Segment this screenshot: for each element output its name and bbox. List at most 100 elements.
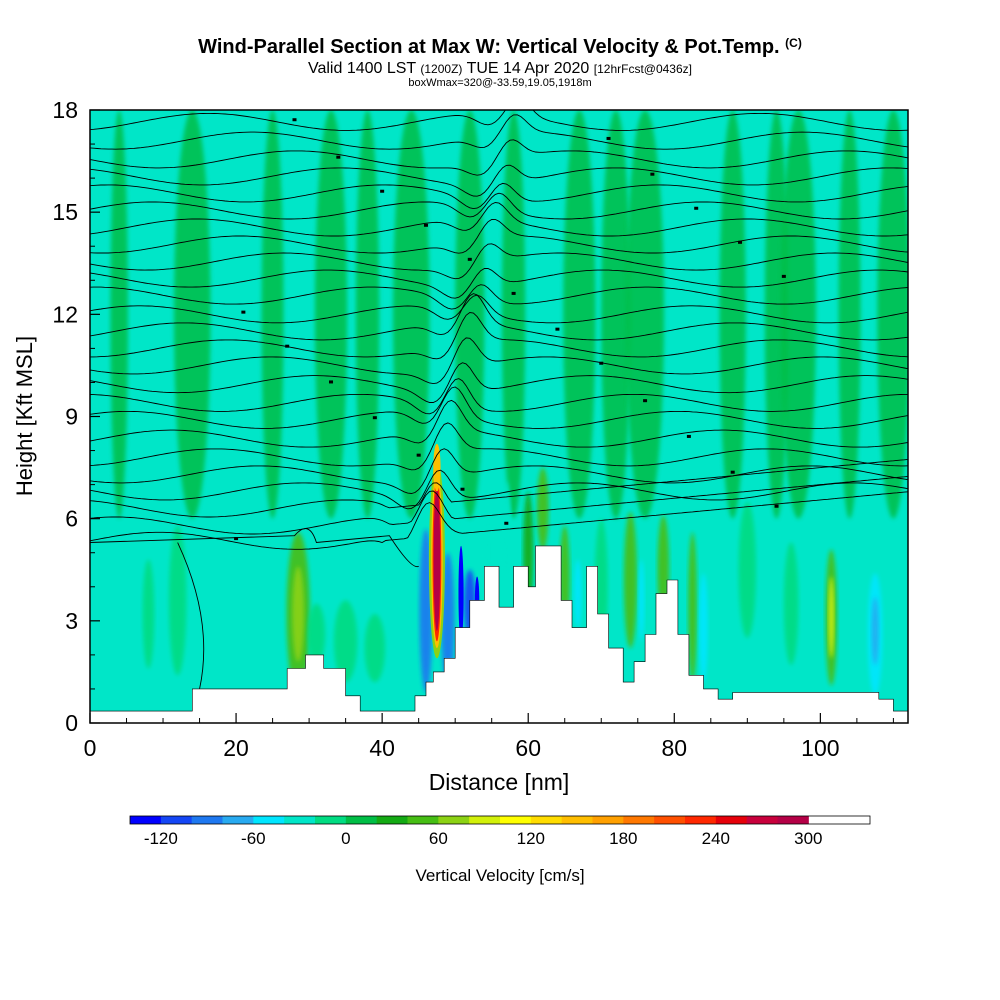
x-axis-label: Distance [nm]	[429, 769, 570, 795]
contour-label-marker	[504, 521, 509, 525]
contour-label-marker	[234, 537, 239, 541]
contour-label-marker	[467, 257, 472, 261]
colorbar-swatch	[715, 816, 748, 824]
updraft-region	[314, 110, 348, 519]
colorbar-swatch	[130, 816, 162, 824]
y-tick-label: 15	[52, 199, 78, 225]
terrain	[90, 545, 908, 723]
updraft-region	[838, 110, 861, 519]
contour-label-marker	[781, 274, 786, 278]
colorbar-tick-label: 180	[609, 829, 637, 848]
contour-label-marker	[292, 118, 297, 122]
x-tick-label: 80	[661, 735, 687, 761]
colorbar-swatch	[561, 816, 593, 824]
theta-contour	[90, 448, 908, 494]
colorbar-swatch	[746, 816, 778, 824]
colorbar-frame	[129, 815, 871, 825]
contour-label-marker	[686, 434, 691, 438]
y-tick-label: 3	[65, 608, 78, 634]
theta-contour	[90, 422, 908, 471]
colorbar-tick-label: 120	[517, 829, 545, 848]
theta-contour	[90, 284, 908, 310]
theta-contour	[177, 542, 205, 690]
contour-label-marker	[460, 487, 465, 491]
updraft-core-top	[433, 443, 441, 492]
colorbar-swatch	[253, 816, 285, 824]
velocity-cell	[364, 614, 386, 683]
contour-label-marker	[555, 327, 560, 331]
velocity-cell	[307, 603, 326, 666]
theta-contour	[90, 378, 908, 415]
contour-label-marker	[285, 344, 290, 348]
y-tick-label: 9	[65, 404, 78, 430]
colorbar-swatch	[315, 816, 347, 824]
colorbar-swatch	[530, 816, 563, 824]
colorbar: -120 -60 0 60 120 180 240 300	[129, 815, 871, 848]
colorbar-tick-label: 60	[429, 829, 448, 848]
updraft-region	[261, 110, 284, 519]
velocity-cell	[536, 467, 549, 550]
velocity-cell	[699, 573, 708, 683]
contour-label-marker	[423, 223, 428, 227]
contour-label-marker	[380, 189, 385, 193]
colorbar-swatch	[222, 816, 254, 824]
x-tick-label: 0	[84, 735, 97, 761]
velocity-cell	[688, 532, 697, 683]
contour-label-marker	[241, 310, 246, 314]
velocity-cell	[828, 576, 835, 659]
contour-label-marker	[329, 380, 334, 384]
x-tick-label: 20	[223, 735, 249, 761]
colorbar-tick-label: 300	[794, 829, 822, 848]
theta-contour	[90, 293, 908, 341]
updraft-region	[173, 110, 211, 519]
contour-label-marker	[416, 453, 421, 457]
theta-contour	[90, 469, 908, 510]
theta-contour	[90, 491, 908, 550]
theta-contour	[90, 458, 908, 518]
velocity-cell	[333, 600, 358, 683]
colorbar-tick-label: -60	[241, 829, 266, 848]
x-tick-label: 60	[515, 735, 541, 761]
contour-label-marker	[738, 240, 743, 244]
theta-contour	[90, 294, 908, 324]
subtitle-forecast: [12hrFcst@0436z]	[593, 62, 692, 76]
chart-subtitle: Valid 1400 LST (1200Z) TUE 14 Apr 2020 […	[0, 60, 1000, 78]
updraft-core	[434, 505, 440, 615]
velocity-cell	[292, 566, 304, 662]
contour-label-marker	[599, 361, 604, 365]
box-info: boxWmax=320@-33.59,19.05,1918m	[408, 77, 592, 89]
updraft-region	[563, 110, 596, 519]
velocity-cell	[738, 501, 757, 638]
contour-label-marker	[730, 470, 735, 474]
updraft-region	[780, 110, 816, 519]
y-axis: 0 3 6 9 12 15 18	[52, 97, 100, 736]
colorbar-tick-label: -120	[144, 829, 178, 848]
contour-label-marker	[511, 291, 516, 295]
theta-contour	[90, 312, 908, 360]
velocity-cell	[638, 559, 645, 642]
y-tick-label: 6	[65, 506, 78, 532]
updraft-region	[110, 110, 128, 519]
contour-label-marker	[643, 399, 648, 403]
plot-area	[90, 110, 908, 723]
theta-contour	[90, 110, 908, 131]
colorbar-swatch	[654, 816, 686, 824]
contour-label-marker	[774, 504, 779, 508]
colorbar-swatch	[500, 816, 532, 824]
colorbar-swatch	[376, 816, 408, 824]
theta-contour	[90, 475, 908, 535]
theta-contour	[90, 386, 908, 429]
colorbar-swatch	[284, 816, 316, 824]
colorbar-swatch	[407, 816, 439, 824]
y-tick-label: 18	[52, 97, 78, 123]
velocity-cell	[501, 481, 511, 584]
theta-contour	[90, 337, 908, 385]
colorbar-swatch	[777, 816, 809, 824]
subtitle-valid: Valid 1400 LST	[307, 60, 416, 77]
colorbar-swatch	[685, 816, 717, 824]
contour-label-marker	[336, 155, 341, 159]
velocity-cell	[574, 559, 582, 628]
updraft-region	[719, 110, 746, 519]
contour-label-marker	[694, 206, 699, 210]
